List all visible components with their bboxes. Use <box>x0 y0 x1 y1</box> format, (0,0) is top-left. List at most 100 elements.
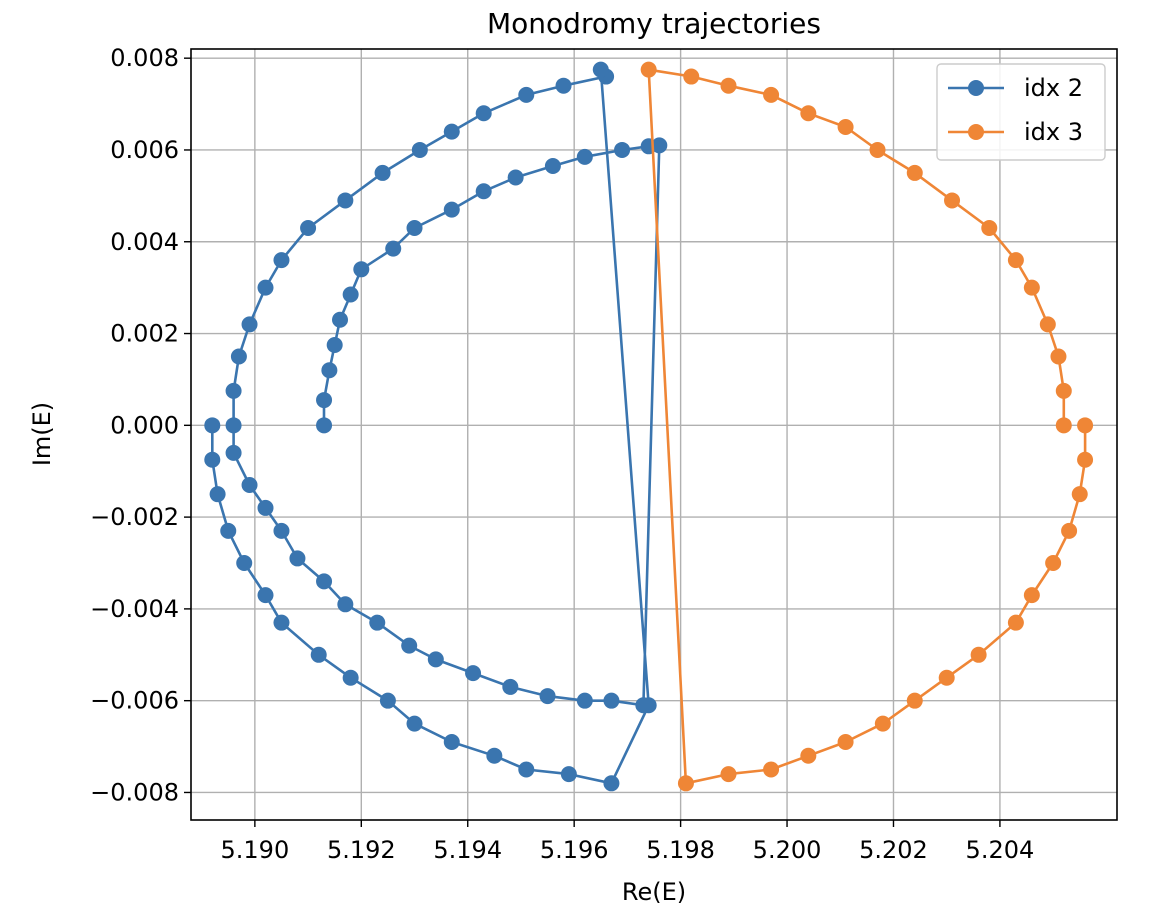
data-point <box>763 86 780 103</box>
data-point <box>321 362 338 379</box>
legend: idx 2 idx 3 <box>936 63 1106 161</box>
data-point <box>1050 348 1067 365</box>
data-point <box>576 148 593 165</box>
data-point <box>683 68 700 85</box>
data-point <box>518 86 535 103</box>
data-point <box>1007 252 1024 269</box>
data-point <box>342 669 359 686</box>
data-point <box>257 279 274 296</box>
data-point <box>837 119 854 136</box>
data-point <box>257 587 274 604</box>
data-point <box>273 522 290 539</box>
data-point <box>374 164 391 181</box>
data-point <box>518 761 535 778</box>
data-point <box>411 141 428 158</box>
y-tick-label: −0.002 <box>90 503 179 531</box>
y-tick-label: 0.006 <box>110 136 179 164</box>
data-point <box>236 555 253 571</box>
data-point <box>544 158 561 175</box>
y-tick-label: −0.008 <box>90 778 179 806</box>
data-point <box>1055 382 1072 399</box>
data-point <box>475 183 492 200</box>
y-tick-label: 0.008 <box>110 44 179 72</box>
data-point <box>353 261 370 278</box>
x-tick-label: 5.194 <box>433 836 502 864</box>
x-tick-label: 5.198 <box>646 836 715 864</box>
data-point <box>800 747 817 764</box>
data-point <box>1023 279 1040 296</box>
data-point <box>316 392 333 409</box>
data-point <box>486 747 503 764</box>
data-point <box>475 105 492 122</box>
x-tick-label: 5.196 <box>540 836 609 864</box>
data-point <box>614 141 631 158</box>
data-point <box>1077 451 1094 468</box>
data-point <box>555 77 572 94</box>
data-point <box>603 775 620 792</box>
y-tick-label: 0.002 <box>110 320 179 348</box>
data-point <box>230 348 247 365</box>
data-point <box>1045 555 1062 571</box>
data-point <box>874 715 891 732</box>
series-layer <box>204 61 1094 792</box>
data-point <box>1071 486 1088 503</box>
y-axis-label: Im(E) <box>28 402 56 466</box>
data-point <box>209 486 226 503</box>
data-point <box>225 417 242 434</box>
data-point <box>906 164 923 181</box>
data-point <box>337 192 354 209</box>
legend-label: idx 3 <box>1024 118 1083 146</box>
x-axis: 5.190 5.192 5.194 5.196 5.198 5.200 5.202 5.204 <box>221 820 1035 864</box>
x-axis-label: Re(E) <box>622 878 686 906</box>
data-point <box>289 550 306 567</box>
y-tick-label: −0.004 <box>90 595 179 623</box>
data-point <box>539 688 556 705</box>
data-point <box>369 614 386 631</box>
data-point <box>220 522 237 539</box>
data-point <box>677 775 694 792</box>
data-point <box>800 105 817 122</box>
series-idx-3 <box>640 61 1094 792</box>
y-axis: −0.008 −0.006 −0.004 −0.002 0.000 0.002 0.004 0… <box>90 44 191 806</box>
data-point <box>273 614 290 631</box>
y-tick-label: −0.006 <box>90 687 179 715</box>
data-point <box>1023 587 1040 604</box>
y-tick-label: 0.004 <box>110 228 179 256</box>
data-point <box>204 451 221 468</box>
data-point <box>603 692 620 709</box>
data-point <box>576 692 593 709</box>
x-tick-label: 5.202 <box>859 836 928 864</box>
data-point <box>837 733 854 750</box>
chart-title: Monodromy trajectories <box>487 7 821 40</box>
x-tick-label: 5.200 <box>753 836 822 864</box>
data-point <box>443 123 460 140</box>
data-point <box>869 141 886 158</box>
data-point <box>906 692 923 709</box>
data-point <box>640 61 657 78</box>
data-point <box>763 761 780 778</box>
data-point <box>401 637 418 654</box>
data-point <box>443 201 460 218</box>
data-point <box>385 240 402 257</box>
data-point <box>560 766 577 783</box>
data-point <box>326 337 343 354</box>
data-point <box>332 311 349 328</box>
data-point <box>970 646 987 663</box>
legend-marker <box>968 124 984 140</box>
data-point <box>443 733 460 750</box>
data-point <box>1039 316 1056 333</box>
x-tick-label: 5.204 <box>966 836 1035 864</box>
data-point <box>406 715 423 732</box>
data-point <box>300 219 317 236</box>
data-point <box>720 766 737 783</box>
data-point <box>427 651 444 668</box>
x-tick-label: 5.192 <box>327 836 396 864</box>
data-point <box>379 692 396 709</box>
data-point <box>507 169 524 186</box>
data-point <box>981 219 998 236</box>
data-point <box>310 646 327 663</box>
legend-label: idx 2 <box>1024 74 1083 102</box>
data-point <box>225 382 242 399</box>
x-tick-label: 5.190 <box>221 836 290 864</box>
data-point <box>316 573 333 590</box>
